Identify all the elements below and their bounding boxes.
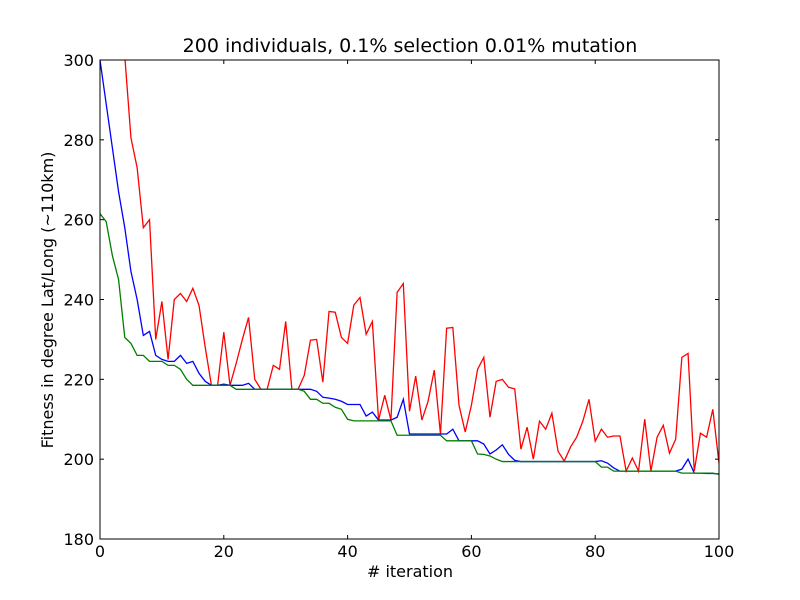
y-tick-label: 240 — [63, 291, 94, 310]
data-line — [124, 60, 719, 474]
y-tick-label: 200 — [63, 450, 94, 469]
chart-title: 200 individuals, 0.1% selection 0.01% mu… — [183, 35, 638, 57]
x-axis-label: # iteration — [367, 562, 453, 581]
y-tick-label: 280 — [63, 131, 94, 150]
y-tick-label: 260 — [63, 211, 94, 230]
x-tick-label: 40 — [337, 542, 357, 561]
x-tick-label: 60 — [461, 542, 481, 561]
data-line — [100, 213, 719, 475]
data-line — [100, 60, 719, 475]
x-tick-label: 0 — [95, 542, 105, 561]
y-tick-label: 300 — [63, 51, 94, 70]
y-tick-label: 180 — [63, 530, 94, 549]
y-axis-label: Fitness in degree Lat/Long (~110km) — [38, 152, 57, 449]
plot-lines — [100, 60, 719, 475]
x-tick-label: 80 — [585, 542, 605, 561]
x-tick-label: 20 — [214, 542, 234, 561]
y-tick-label: 220 — [63, 370, 94, 389]
x-tick-label: 100 — [704, 542, 735, 561]
